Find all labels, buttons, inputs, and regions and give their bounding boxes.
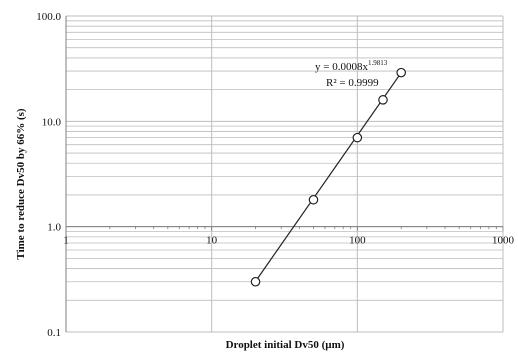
trendline: [255, 72, 402, 282]
data-point: [352, 132, 363, 143]
axes: [65, 16, 504, 332]
data-point: [250, 276, 261, 287]
x-tick-label: 1000: [492, 235, 515, 247]
data-point: [378, 95, 388, 105]
y-axis-title: Time to reduce Dv50 by 66% (s): [15, 108, 27, 259]
x-tick-label: 100: [349, 235, 366, 247]
x-tick-label: 1: [63, 235, 69, 247]
y-tick-label: 1.0: [47, 222, 61, 234]
y-tick-labels: 0.1 1.0 10.0 100.0: [36, 11, 61, 339]
x-tick-label: 10: [206, 235, 218, 247]
trendline-equation: y = 0.0008x1.9813: [315, 59, 388, 73]
y-tick-label: 100.0: [36, 11, 61, 23]
data-point: [396, 67, 406, 78]
grid: [66, 15, 504, 333]
equation-base: y = 0.0008x: [315, 61, 368, 73]
r-squared-label: R² = 0.9999: [326, 77, 379, 89]
x-tick-labels: 1 10 100 1000: [63, 235, 514, 247]
y-tick-label: 10.0: [42, 116, 62, 128]
data-point: [308, 194, 319, 205]
equation-exponent: 1.9813: [368, 59, 388, 67]
trendline-group: [255, 72, 402, 282]
x-axis-title: Droplet initial Dv50 (µm): [226, 339, 345, 351]
data-points: [250, 67, 406, 287]
y-tick-label: 0.1: [47, 327, 61, 339]
